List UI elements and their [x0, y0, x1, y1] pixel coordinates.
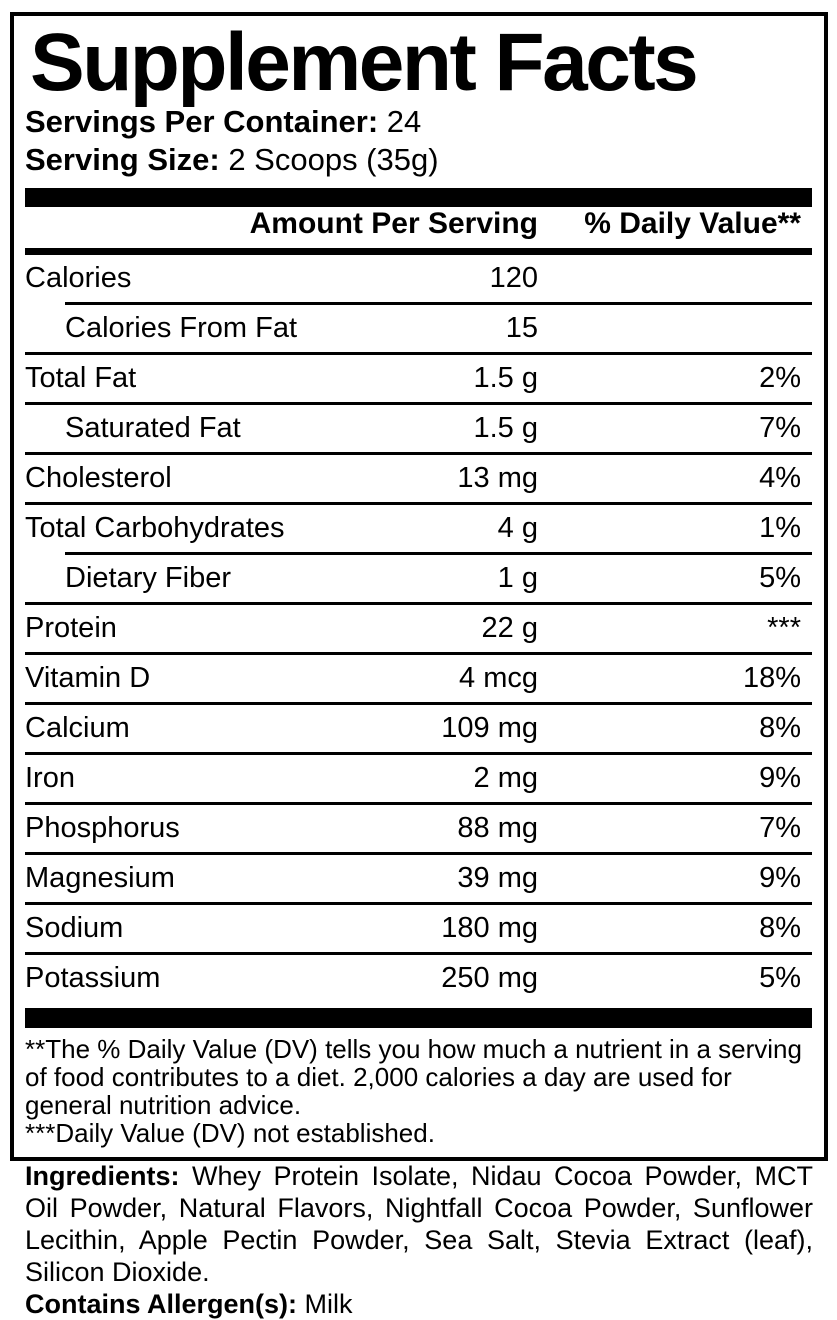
- nutrient-name: Sodium: [25, 911, 124, 944]
- nutrient-daily-value: 5%: [759, 961, 801, 994]
- row-separator: [25, 751, 812, 755]
- ingredients-paragraph: Ingredients: Whey Protein Isolate, Nidau…: [25, 1160, 813, 1288]
- row-separator: [25, 451, 812, 455]
- allergen-line: Contains Allergen(s): Milk: [25, 1288, 813, 1320]
- nutrient-row: Vitamin D 4 mcg 18%: [25, 655, 812, 702]
- nutrient-daily-value: 8%: [759, 911, 801, 944]
- nutrient-row: Calories From Fat 15: [25, 305, 812, 352]
- allergen-value: Milk: [304, 1289, 353, 1319]
- nutrient-amount: 13 mg: [457, 461, 538, 494]
- nutrient-name: Iron: [25, 761, 75, 794]
- nutrient-amount: 1.5 g: [473, 361, 539, 394]
- nutrient-name: Calcium: [25, 711, 130, 744]
- nutrient-name: Vitamin D: [25, 661, 151, 694]
- row-separator: [25, 651, 812, 655]
- nutrient-row: Sodium 180 mg 8%: [25, 905, 812, 952]
- servings-per-container-line: Servings Per Container: 24: [25, 103, 812, 141]
- row-separator: [25, 501, 812, 505]
- nutrient-row: Total Carbohydrates 4 g 1%: [25, 505, 812, 552]
- nutrient-daily-value: 7%: [759, 811, 801, 844]
- nutrient-amount: 2 mg: [473, 761, 538, 794]
- nutrient-daily-value: 18%: [742, 661, 801, 694]
- footnote-not-established: ***Daily Value (DV) not established.: [25, 1117, 435, 1148]
- nutrient-name: Total Carbohydrates: [25, 511, 285, 544]
- row-separator: [25, 701, 812, 705]
- nutrient-name: Magnesium: [25, 861, 175, 894]
- nutrient-daily-value: 2%: [759, 361, 801, 394]
- divider-bar-bottom: [25, 1007, 812, 1028]
- nutrient-row: Cholesterol 13 mg 4%: [25, 455, 812, 502]
- nutrient-amount: 22 g: [481, 611, 538, 644]
- row-separator: [25, 951, 812, 955]
- nutrient-amount: 88 mg: [457, 811, 538, 844]
- nutrient-name: Calories: [25, 261, 132, 294]
- nutrient-amount: 4 mcg: [459, 661, 538, 694]
- nutrient-amount: 250 mg: [441, 961, 538, 994]
- nutrient-daily-value: 7%: [759, 411, 801, 444]
- nutrient-daily-value: 8%: [759, 711, 801, 744]
- nutrient-row: Calories 120: [25, 255, 812, 302]
- row-separator: [25, 601, 812, 605]
- nutrient-amount: 109 mg: [441, 711, 538, 744]
- nutrient-row: Phosphorus 88 mg 7%: [25, 805, 812, 852]
- nutrient-daily-value: 5%: [759, 561, 801, 594]
- nutrient-daily-value: 1%: [759, 511, 801, 544]
- nutrient-name: Potassium: [25, 961, 161, 994]
- nutrient-amount: 4 g: [497, 511, 538, 544]
- row-separator: [65, 301, 812, 305]
- footnote-daily-value: **The % Daily Value (DV) tells you how m…: [25, 1033, 802, 1120]
- nutrient-row: Protein 22 g ***: [25, 605, 812, 652]
- row-separator: [65, 551, 812, 555]
- allergen-label: Contains Allergen(s):: [25, 1289, 298, 1319]
- servings-per-container-label: Servings Per Container:: [25, 103, 379, 139]
- nutrient-amount: 180 mg: [441, 911, 538, 944]
- ingredients-text: Whey Protein Isolate, Nidau Cocoa Powder…: [25, 1161, 813, 1287]
- column-header-daily-value: % Daily Value**: [584, 206, 801, 240]
- row-separator: [25, 901, 812, 905]
- nutrient-amount: 1 g: [497, 561, 538, 594]
- nutrient-daily-value: ***: [767, 611, 801, 644]
- serving-size-line: Serving Size: 2 Scoops (35g): [25, 141, 812, 179]
- nutrient-row: Iron 2 mg 9%: [25, 755, 812, 802]
- nutrient-row: Magnesium 39 mg 9%: [25, 855, 812, 902]
- nutrient-row: Saturated Fat 1.5 g 7%: [25, 405, 812, 452]
- nutrient-daily-value: 9%: [759, 761, 801, 794]
- divider-bar-top: [25, 187, 812, 207]
- ingredients-section: Ingredients: Whey Protein Isolate, Nidau…: [25, 1160, 813, 1320]
- nutrient-name: Protein: [25, 611, 117, 644]
- nutrient-name: Dietary Fiber: [65, 561, 231, 594]
- nutrient-name: Cholesterol: [25, 461, 172, 494]
- nutrient-name: Phosphorus: [25, 811, 180, 844]
- panel-title: Supplement Facts: [30, 17, 699, 108]
- nutrient-name: Saturated Fat: [65, 411, 241, 444]
- supplement-facts-panel: Supplement Facts Servings Per Container:…: [10, 12, 828, 1161]
- row-separator: [25, 401, 812, 405]
- serving-size-label: Serving Size:: [25, 141, 220, 177]
- nutrient-rows: Calories 120 Calories From Fat 15 Total …: [25, 255, 812, 1002]
- serving-size-value: 2 Scoops (35g): [228, 141, 439, 177]
- nutrient-name: Calories From Fat: [65, 311, 298, 344]
- ingredients-label: Ingredients:: [25, 1161, 180, 1191]
- nutrient-daily-value: 9%: [759, 861, 801, 894]
- nutrient-row: Calcium 109 mg 8%: [25, 705, 812, 752]
- row-separator: [25, 351, 812, 355]
- nutrient-amount: 39 mg: [457, 861, 538, 894]
- row-separator: [25, 801, 812, 805]
- row-separator: [25, 851, 812, 855]
- servings-per-container-value: 24: [386, 103, 422, 139]
- nutrient-amount: 1.5 g: [473, 411, 539, 444]
- nutrient-row: Total Fat 1.5 g 2%: [25, 355, 812, 402]
- nutrient-row: Dietary Fiber 1 g 5%: [25, 555, 812, 602]
- footnotes: **The % Daily Value (DV) tells you how m…: [25, 1035, 812, 1147]
- nutrient-daily-value: 4%: [759, 461, 801, 494]
- table-header-row: Amount Per Serving % Daily Value**: [25, 207, 812, 255]
- nutrient-amount: 15: [505, 311, 538, 344]
- column-header-amount: Amount Per Serving: [249, 206, 538, 240]
- nutrient-amount: 120: [489, 261, 538, 294]
- nutrient-name: Total Fat: [25, 361, 137, 394]
- nutrient-row: Potassium 250 mg 5%: [25, 955, 812, 1002]
